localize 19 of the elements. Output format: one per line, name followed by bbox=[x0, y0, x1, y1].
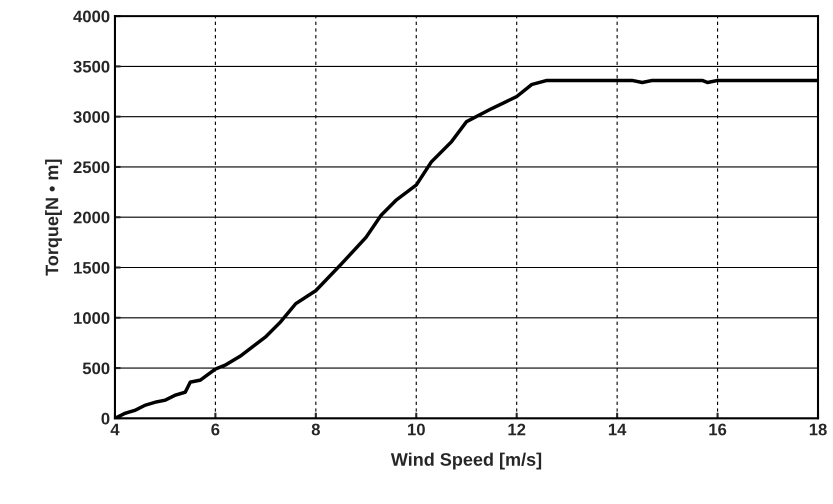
x-tick-label: 18 bbox=[810, 424, 827, 436]
y-axis-title: Torque[N • m] bbox=[45, 160, 62, 276]
y-tick-label: 4000 bbox=[73, 10, 110, 22]
x-axis-title: Wind Speed [m/s] bbox=[390, 452, 542, 470]
y-tick-label: 2000 bbox=[74, 212, 110, 224]
y-tick-label: 3500 bbox=[73, 60, 110, 73]
x-tick-label: 14 bbox=[608, 424, 626, 436]
y-tick-label: 0 bbox=[101, 412, 110, 425]
y-tick-label: 1000 bbox=[74, 312, 110, 324]
x-tick-label: 12 bbox=[508, 424, 526, 436]
y-tick-label: 500 bbox=[82, 362, 110, 374]
x-tick-label: 4 bbox=[110, 424, 120, 436]
x-tick-label: 16 bbox=[709, 424, 726, 436]
y-tick-label: 3000 bbox=[73, 111, 110, 123]
x-tick-label: 10 bbox=[408, 424, 425, 436]
x-tick-label: 6 bbox=[211, 424, 220, 436]
y-tick-label: 2500 bbox=[74, 161, 110, 174]
y-tick-label: 1500 bbox=[74, 262, 110, 274]
x-tick-label: 8 bbox=[312, 424, 320, 436]
